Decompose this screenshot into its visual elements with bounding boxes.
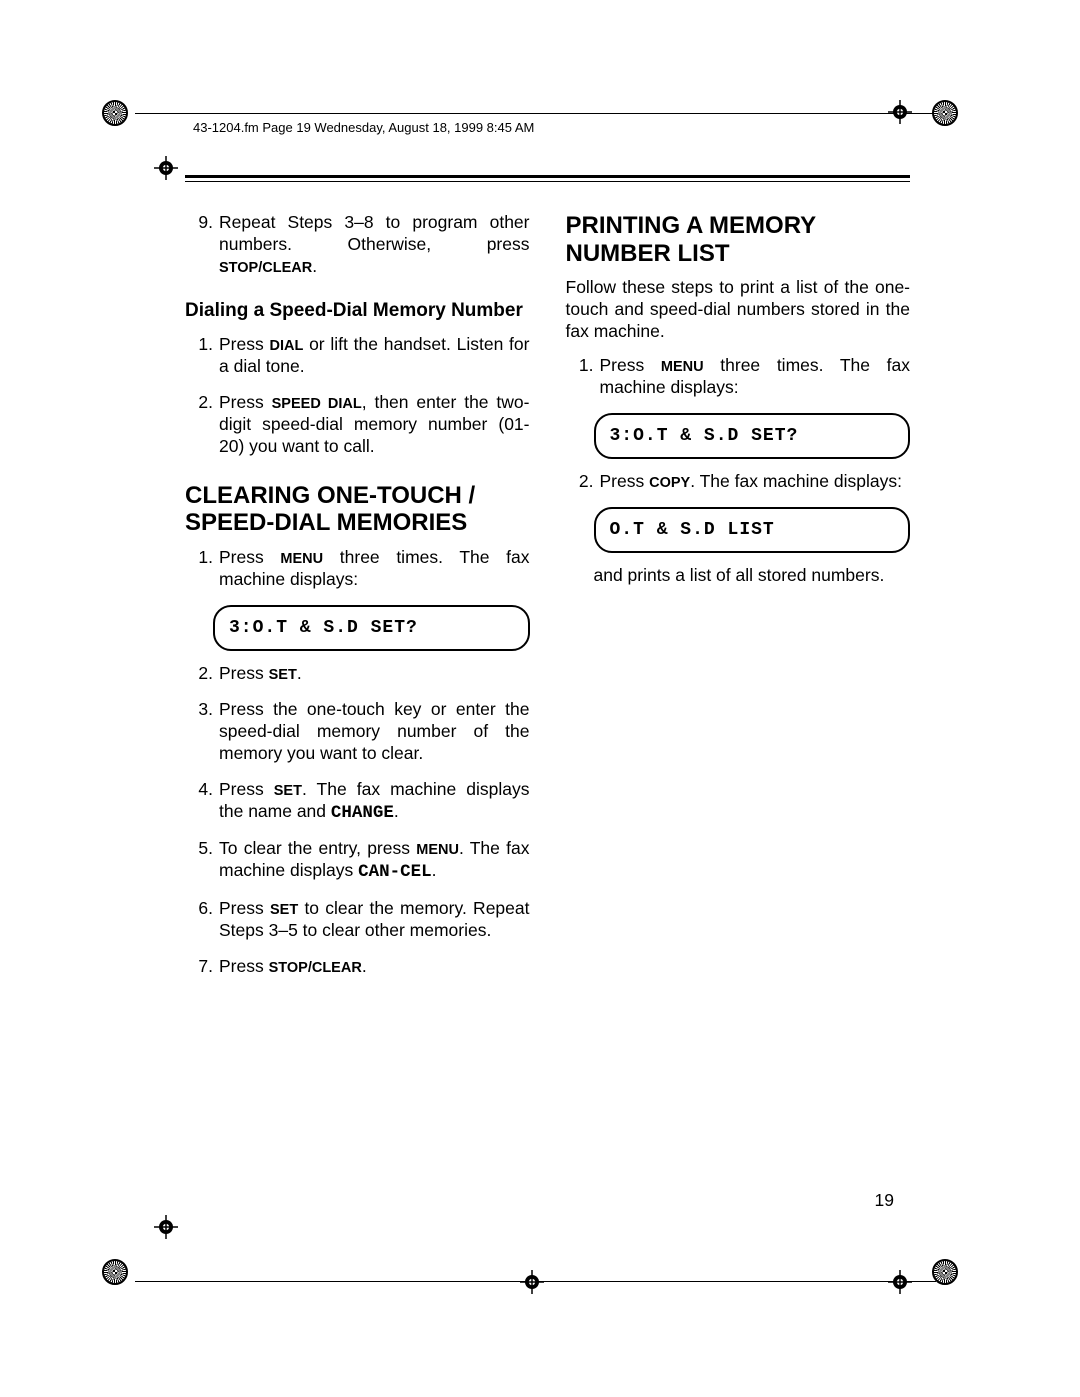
lcd-display: 3:O.T & S.D SET? xyxy=(213,605,530,652)
cropmark-icon xyxy=(932,1259,968,1295)
cropline xyxy=(135,113,936,114)
clear-steps: 1. Press MENU three times. The fax machi… xyxy=(185,547,530,591)
running-header: 43-1204.fm Page 19 Wednesday, August 18,… xyxy=(193,120,910,135)
page-number: 19 xyxy=(875,1190,894,1211)
heading-clearing: CLEARING ONE-TOUCH / SPEED-DIAL MEMORIES xyxy=(185,482,530,537)
cropmark-icon xyxy=(102,1259,138,1295)
list-item: 2. Press COPY. The fax machine displays: xyxy=(566,471,911,493)
tail-para: and prints a list of all stored numbers. xyxy=(594,565,911,587)
button-name: MENU xyxy=(661,359,704,375)
list-item: 9. Repeat Steps 3–8 to program other num… xyxy=(185,212,530,278)
dial-steps: 1. Press DIAL or lift the handset. Liste… xyxy=(185,334,530,457)
intro-para: Follow these steps to print a list of th… xyxy=(566,277,911,343)
button-name: SET xyxy=(270,902,298,918)
button-name: STOP/CLEAR xyxy=(269,960,362,976)
button-name: STOP/CLEAR xyxy=(219,260,312,276)
registration-icon xyxy=(520,1270,544,1294)
list-item: 1. Press DIAL or lift the handset. Liste… xyxy=(185,334,530,378)
list-item: 1. Press MENU three times. The fax machi… xyxy=(566,355,911,399)
button-name: DIAL xyxy=(269,338,303,354)
list-text: Repeat Steps 3–8 to program other number… xyxy=(219,212,530,278)
lcd-display: 3:O.T & S.D SET? xyxy=(594,413,911,460)
button-name: SPEED DIAL xyxy=(272,396,362,412)
button-name: SET xyxy=(274,783,302,799)
button-name: COPY xyxy=(649,475,690,491)
registration-icon xyxy=(154,1215,178,1239)
cropmark-icon xyxy=(102,100,138,136)
registration-icon xyxy=(154,156,178,180)
list-item: 2. Press SET. xyxy=(185,663,530,685)
registration-icon xyxy=(888,1270,912,1294)
display-text: CAN-CEL xyxy=(358,862,432,882)
print-steps-2: 2. Press COPY. The fax machine displays: xyxy=(566,471,911,493)
header-rule xyxy=(185,175,910,182)
heading-printing: PRINTING A MEMORY NUMBER LIST xyxy=(566,212,911,267)
continued-list: 9. Repeat Steps 3–8 to program other num… xyxy=(185,212,530,278)
clear-steps-cont: 2. Press SET. 3. Press the one-touch key… xyxy=(185,663,530,978)
right-column: PRINTING A MEMORY NUMBER LIST Follow the… xyxy=(566,212,911,992)
list-item: 4. Press SET. The fax machine displays t… xyxy=(185,779,530,825)
list-item: 7. Press STOP/CLEAR. xyxy=(185,956,530,978)
button-name: SET xyxy=(269,667,297,683)
list-item: 1. Press MENU three times. The fax machi… xyxy=(185,547,530,591)
list-item: 6. Press SET to clear the memory. Repeat… xyxy=(185,898,530,942)
two-column-layout: 9. Repeat Steps 3–8 to program other num… xyxy=(185,212,910,992)
registration-icon xyxy=(888,100,912,124)
display-text: CHANGE xyxy=(331,803,394,823)
cropmark-icon xyxy=(932,100,968,136)
print-steps: 1. Press MENU three times. The fax machi… xyxy=(566,355,911,399)
list-item: 3. Press the one-touch key or enter the … xyxy=(185,699,530,765)
list-item: 5. To clear the entry, press MENU. The f… xyxy=(185,838,530,884)
page: 43-1204.fm Page 19 Wednesday, August 18,… xyxy=(0,0,1080,1397)
button-name: MENU xyxy=(416,842,459,858)
left-column: 9. Repeat Steps 3–8 to program other num… xyxy=(185,212,530,992)
list-item: 2. Press SPEED DIAL, then enter the two-… xyxy=(185,392,530,458)
lcd-display: O.T & S.D LIST xyxy=(594,507,911,554)
button-name: MENU xyxy=(280,551,323,567)
list-num: 9. xyxy=(185,212,219,278)
subheading-dialing: Dialing a Speed-Dial Memory Number xyxy=(185,300,530,323)
